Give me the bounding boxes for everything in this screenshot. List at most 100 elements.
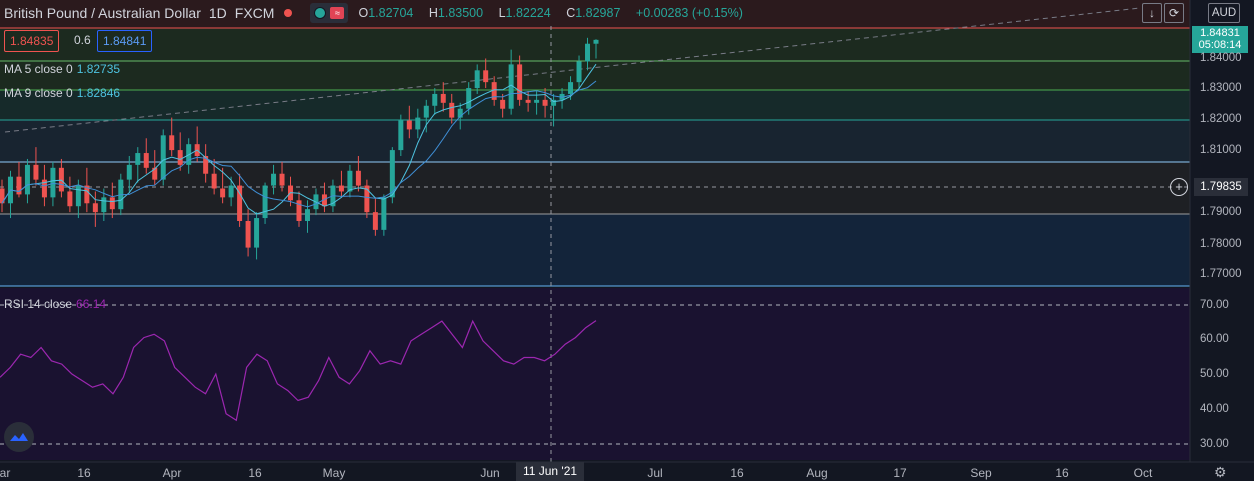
ohlc-open-label: O: [358, 6, 369, 20]
candle-down: [109, 197, 115, 210]
candle-up: [474, 70, 480, 89]
crosshair-plus-icon[interactable]: +: [1170, 178, 1188, 196]
ma5-value: 1.82735: [76, 62, 121, 76]
ohlc-high-label: H: [428, 6, 438, 20]
price-axis-label: 1.82000: [1200, 113, 1242, 125]
candle-down: [372, 212, 378, 230]
candle-down: [169, 135, 175, 151]
candle-up: [347, 170, 353, 192]
price-axis-label: 1.84000: [1200, 52, 1242, 64]
time-axis-label: Sep: [970, 466, 992, 480]
candle-up: [24, 164, 30, 195]
candle-up: [126, 164, 132, 180]
rsi-pane: [0, 288, 1190, 460]
ma-lines-group: [1, 63, 597, 215]
status-pill[interactable]: ≈: [310, 3, 349, 23]
rsi-axis-label: 40.00: [1200, 403, 1229, 415]
ohlc-low-label: L: [498, 6, 506, 20]
candle-up: [75, 185, 81, 207]
ohlc-open: 1.82704: [368, 6, 414, 20]
candle-up: [432, 93, 438, 106]
ohlc-values: O1.82704 H1.83500 L1.82224 C1.82987 +0.0…: [358, 6, 748, 20]
crosshair-price-label: 1.79835: [1194, 178, 1248, 196]
candle-up: [551, 99, 557, 106]
candle-up: [389, 150, 395, 198]
time-axis-label: 16: [730, 466, 744, 480]
candle-down: [177, 150, 183, 165]
time-axis-label: Jul: [647, 466, 663, 480]
candle-up: [228, 185, 234, 198]
rsi-axis-label: 70.00: [1200, 299, 1229, 311]
candles-group: [0, 37, 599, 260]
ma5-label: MA 5 close 0: [4, 62, 73, 76]
time-axis-label: Oct: [1133, 466, 1153, 480]
candle-up: [415, 117, 421, 130]
candle-down: [542, 99, 548, 106]
ma9-legend[interactable]: MA 9 close 0 1.82846: [4, 86, 120, 100]
rsi-axis-label: 30.00: [1200, 438, 1229, 450]
candle-up: [466, 88, 472, 109]
crosshair-date-label: 11 Jun '21: [516, 462, 584, 481]
candle-up: [304, 209, 310, 221]
zone-navy: [0, 214, 1190, 286]
logo-icon[interactable]: [4, 422, 34, 452]
candle-up: [576, 61, 582, 83]
ma5-line: [1, 63, 597, 215]
candle-up: [508, 64, 514, 109]
ma5-legend[interactable]: MA 5 close 0 1.82735: [4, 62, 120, 76]
time-axis-label: May: [322, 466, 346, 480]
interval-label[interactable]: 1D: [208, 5, 227, 21]
candle-down: [237, 185, 243, 221]
refresh-icon[interactable]: ⟳: [1164, 3, 1184, 23]
time-axis-label: 17: [893, 466, 907, 480]
zone-grey: [0, 162, 1190, 214]
candle-up: [381, 197, 387, 230]
alert-icon: ≈: [330, 7, 345, 19]
candle-up: [568, 82, 574, 94]
candle-down: [211, 173, 217, 189]
candle-down: [491, 82, 497, 100]
time-axis-label: 16: [1055, 466, 1069, 480]
status-dot-icon: [314, 7, 327, 19]
sell-price-button[interactable]: 1.84835: [4, 30, 60, 52]
price-axis-label: 1.78000: [1200, 238, 1242, 250]
candle-up: [457, 108, 463, 118]
candle-down: [203, 156, 209, 174]
candle-down: [440, 93, 446, 103]
rsi-axis-label: 60.00: [1200, 333, 1229, 345]
price-axis-label: 1.77000: [1200, 268, 1242, 280]
currency-button[interactable]: AUD: [1208, 3, 1240, 23]
spread-value: 0.6: [74, 33, 91, 47]
settings-gear-icon[interactable]: ⚙: [1214, 464, 1227, 480]
ohlc-close-label: C: [566, 6, 576, 20]
rsi-line-group: [0, 319, 597, 422]
candle-down: [143, 153, 149, 168]
candle-down: [406, 120, 412, 130]
candle-down: [84, 185, 90, 204]
rsi-axis-label: 50.00: [1200, 368, 1229, 380]
candle-up: [585, 43, 591, 62]
candle-down: [517, 64, 523, 100]
candle-up: [593, 39, 599, 44]
rsi-legend[interactable]: RSI 14 close 66.14: [4, 297, 106, 311]
symbol-title[interactable]: British Pound / Australian Dollar: [4, 5, 201, 21]
rsi-line: [0, 319, 597, 422]
candle-up: [135, 153, 141, 165]
candle-up: [271, 173, 277, 186]
rsi-value: 66.14: [76, 297, 107, 311]
bar-countdown: 05:08:14: [1198, 39, 1242, 51]
zone-teal: [0, 90, 1190, 120]
candle-up: [254, 218, 260, 248]
download-icon[interactable]: ↓: [1142, 3, 1162, 23]
zone-red: [0, 0, 1190, 28]
ohlc-close: 1.82987: [575, 6, 621, 20]
candle-up: [398, 120, 404, 151]
buy-price-button[interactable]: 1.84841: [97, 30, 153, 52]
current-price-value: 1.84831: [1200, 27, 1240, 39]
candle-down: [33, 164, 39, 180]
candle-up: [423, 105, 429, 118]
market-status-dot: [284, 9, 293, 17]
current-price-label: 1.84831 05:08:14: [1192, 26, 1248, 53]
exchange-label: FXCM: [234, 5, 275, 21]
